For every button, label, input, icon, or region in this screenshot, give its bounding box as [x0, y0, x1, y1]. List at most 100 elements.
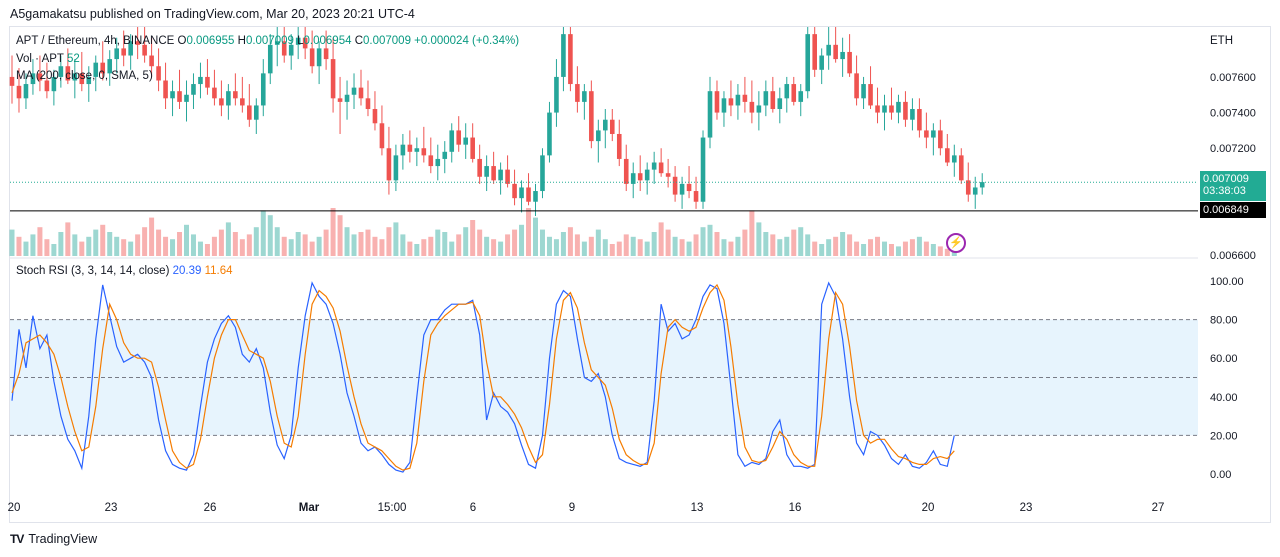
candle-body — [198, 76, 203, 85]
candle — [952, 144, 957, 177]
candle-body — [589, 91, 594, 142]
stoch-tick: 40.00 — [1210, 392, 1238, 404]
brand-name: TradingView — [28, 532, 98, 546]
volume-bar — [337, 215, 343, 256]
candle-body — [114, 48, 119, 60]
candle — [777, 87, 783, 124]
candle — [931, 123, 936, 156]
volume-bar — [246, 234, 252, 256]
volume-bar — [330, 208, 336, 256]
candle-body — [756, 105, 762, 113]
volume-bar — [686, 241, 692, 256]
candle-body — [554, 76, 559, 113]
volume-bar — [351, 234, 357, 256]
volume-bar — [414, 244, 420, 256]
candle-body — [861, 84, 866, 99]
candle — [100, 41, 106, 81]
volume-bar — [630, 236, 636, 256]
candle — [240, 76, 245, 113]
candle-body — [854, 73, 859, 99]
candle — [742, 76, 748, 113]
candle — [498, 162, 503, 195]
volume-bar — [560, 232, 566, 256]
candle-body — [170, 91, 175, 99]
stoch-tick: 20.00 — [1210, 430, 1238, 442]
tradingview-brand[interactable]: TV TradingView — [10, 532, 97, 546]
volume-bar — [393, 222, 399, 256]
candle-body — [37, 73, 43, 81]
candle — [205, 59, 210, 95]
candle — [435, 144, 441, 181]
candle-body — [44, 80, 50, 92]
volume-bar — [707, 224, 713, 256]
candle-body — [721, 98, 727, 113]
legend-open-value: 0.006955 — [186, 35, 235, 47]
candles — [9, 27, 985, 216]
candle-body — [840, 51, 845, 60]
candle — [93, 55, 99, 92]
candle-body — [135, 41, 140, 45]
volume-bar — [260, 210, 266, 256]
candle-body — [498, 169, 503, 181]
candle — [582, 84, 587, 120]
candle-body — [917, 109, 922, 131]
lightning-icon[interactable]: ⚡ — [946, 233, 966, 253]
candle — [505, 155, 510, 188]
candle-body — [679, 183, 685, 195]
last-price-value: 0.007009 — [1203, 173, 1249, 185]
candle-body — [281, 41, 287, 56]
volume-bar — [749, 210, 755, 256]
candle — [247, 84, 252, 127]
volume-bar — [623, 234, 629, 256]
legend-high-label: H — [237, 35, 246, 47]
candle — [805, 27, 811, 99]
candle — [875, 87, 880, 124]
candle — [156, 48, 161, 92]
volume-bar — [163, 236, 169, 256]
candle-body — [512, 183, 517, 199]
line-price-tag: 0.006849 — [1200, 202, 1266, 218]
volume-bar — [721, 239, 727, 256]
volume-bar — [868, 239, 874, 256]
candle — [512, 169, 517, 206]
volume-bar — [463, 227, 469, 256]
candle-body — [568, 34, 573, 85]
volume-bar — [149, 217, 155, 256]
candle-body — [735, 94, 741, 106]
volume-bar — [128, 241, 134, 256]
candle-body — [603, 119, 608, 131]
volume-bar — [567, 227, 573, 256]
volume-bar — [833, 236, 839, 256]
candle-body — [128, 41, 133, 56]
candle-body — [965, 180, 971, 195]
candle-body — [274, 41, 280, 45]
volume-bars — [9, 208, 957, 256]
candle — [16, 68, 22, 113]
volume-bar — [944, 248, 950, 256]
stoch-d-line — [11, 283, 955, 471]
candle-body — [358, 87, 364, 99]
time-label: 27 — [1152, 502, 1165, 514]
volume-bar — [407, 241, 413, 256]
candle — [365, 80, 371, 117]
stoch-d-value: 11.64 — [204, 265, 233, 277]
candle — [267, 34, 273, 85]
candle — [575, 66, 580, 113]
candle-body — [637, 173, 643, 181]
candle-body — [86, 76, 92, 85]
candle-body — [330, 59, 336, 99]
time-axis-labels: 20 23 26 Mar 15:00 6 9 13 16 20 23 27 — [8, 502, 1165, 514]
chart-frame[interactable] — [9, 26, 1271, 523]
legend-low-label: L — [297, 35, 304, 47]
legend-stoch: Stoch RSI (3, 3, 14, 14, close) 20.39 11… — [16, 265, 233, 277]
volume-bar — [930, 244, 936, 256]
volume-bar — [812, 241, 818, 256]
volume-bar — [861, 244, 867, 256]
candle-body — [100, 62, 106, 74]
volume-bar — [679, 239, 685, 256]
candle-body — [875, 105, 880, 113]
candle-body — [777, 98, 783, 110]
candle — [9, 55, 15, 104]
candle-body — [686, 183, 692, 192]
